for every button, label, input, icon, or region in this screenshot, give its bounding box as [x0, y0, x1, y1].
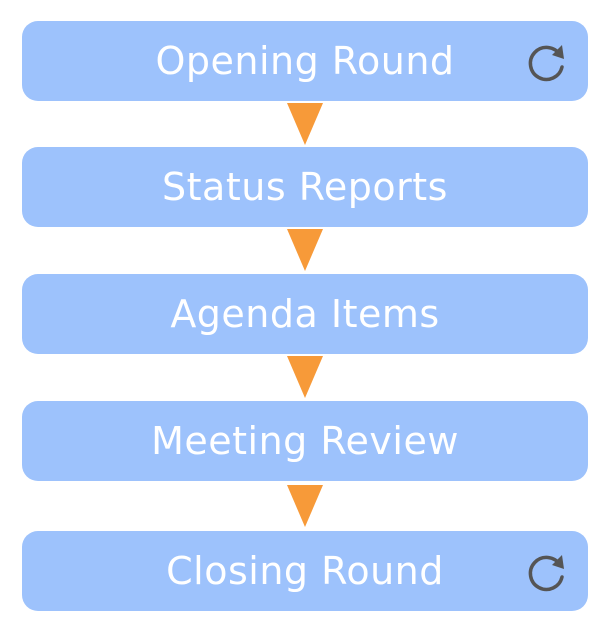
down-arrow-connector-3	[287, 356, 323, 398]
step-label-status-reports: Status Reports	[162, 165, 448, 209]
step-label-opening-round: Opening Round	[155, 39, 455, 83]
refresh-icon	[528, 555, 564, 592]
step-meeting-review: Meeting Review	[22, 401, 588, 481]
step-agenda-items: Agenda Items	[22, 274, 588, 354]
step-label-agenda-items: Agenda Items	[170, 292, 440, 336]
down-arrow-connector-4	[287, 485, 323, 527]
step-status-reports: Status Reports	[22, 147, 588, 227]
down-arrow-connector-2	[287, 229, 323, 271]
down-arrow-connector-1	[287, 103, 323, 145]
step-opening-round: Opening Round	[22, 21, 588, 101]
refresh-icon	[528, 45, 564, 82]
step-label-meeting-review: Meeting Review	[151, 419, 459, 463]
step-label-closing-round: Closing Round	[166, 549, 444, 593]
step-closing-round: Closing Round	[22, 531, 588, 611]
